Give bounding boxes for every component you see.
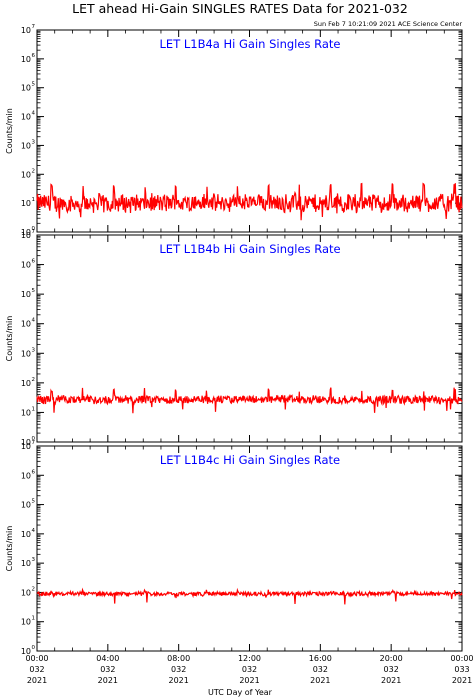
x-tick-time: 08:00 (167, 654, 190, 663)
x-tick-year: 2021 (239, 676, 259, 685)
x-tick-time: 12:00 (238, 654, 261, 663)
x-axis-labels: 00:00 032 2021 04:00 032 2021 08:00 032 2021 12:0… (25, 654, 473, 685)
y-tick-label: 10 (21, 647, 31, 656)
y-tick-label: 10 (21, 559, 31, 568)
y-tick-exponent: 6 (32, 259, 36, 265)
generation-timestamp: Sun Feb 7 10:21:09 2021 ACE Science Cent… (314, 20, 463, 28)
y-tick-label: 10 (21, 349, 31, 358)
panel-title: LET L1B4c Hi Gain Singles Rate (160, 453, 340, 467)
y-tick-exponent: 1 (32, 406, 36, 412)
y-tick-exponent: 3 (32, 347, 36, 353)
panel-title: LET L1B4a Hi Gain Singles Rate (160, 37, 341, 51)
y-tick-exponent: 2 (32, 168, 36, 174)
x-tick-year: 2021 (168, 676, 188, 685)
y-tick-label: 10 (21, 170, 31, 179)
x-tick-doy: 032 (100, 665, 115, 674)
y-tick-exponent: 7 (32, 24, 36, 30)
y-tick-label: 10 (21, 618, 31, 627)
y-tick-label: 10 (21, 588, 31, 597)
y-tick-exponent: 0 (32, 436, 36, 442)
y-tick-exponent: 3 (32, 557, 36, 563)
y-tick-exponent: 4 (32, 528, 36, 534)
x-tick-year: 2021 (27, 676, 47, 685)
y-tick-label: 10 (21, 199, 31, 208)
y-tick-exponent: 5 (32, 288, 36, 294)
y-tick-label: 10 (21, 290, 31, 299)
y-tick-label: 10 (21, 501, 31, 510)
y-tick-exponent: 2 (32, 377, 36, 383)
x-tick-doy: 032 (242, 665, 257, 674)
y-tick-label: 10 (21, 84, 31, 93)
y-tick-exponent: 7 (32, 440, 36, 446)
y-tick-label: 10 (21, 26, 31, 35)
y-tick-label: 10 (21, 113, 31, 122)
y-tick-label: 10 (21, 228, 31, 237)
x-tick-time: 00:00 (450, 654, 473, 663)
y-tick-label: 10 (21, 320, 31, 329)
x-tick-time: 16:00 (309, 654, 332, 663)
y-tick-exponent: 0 (32, 226, 36, 232)
panel-frame (36, 234, 463, 443)
x-tick-time: 04:00 (96, 654, 119, 663)
y-tick-label: 10 (21, 231, 31, 240)
y-tick-exponent: 2 (32, 586, 36, 592)
panel-frame (36, 445, 463, 652)
x-tick-year: 2021 (381, 676, 401, 685)
figure-title: LET ahead Hi-Gain SINGLES RATES Data for… (72, 1, 408, 16)
y-tick-label: 10 (21, 141, 31, 150)
y-axis-label: Counts/min (5, 316, 14, 362)
y-tick-label: 10 (21, 261, 31, 270)
y-tick-exponent: 3 (32, 139, 36, 145)
x-tick-year: 2021 (98, 676, 118, 685)
x-tick-year: 2021 (310, 676, 330, 685)
y-axis-label: Counts/min (5, 108, 14, 154)
y-tick-exponent: 4 (32, 111, 36, 117)
y-tick-label: 10 (21, 471, 31, 480)
x-tick-doy: 032 (171, 665, 186, 674)
y-tick-exponent: 1 (32, 197, 36, 203)
x-axis-label: UTC Day of Year (208, 688, 273, 697)
series-line (36, 182, 463, 221)
y-tick-exponent: 7 (32, 229, 36, 235)
series-line (36, 587, 463, 605)
series-line (36, 387, 463, 414)
y-tick-exponent: 6 (32, 53, 36, 59)
y-tick-label: 10 (21, 438, 31, 447)
x-tick-time: 20:00 (380, 654, 403, 663)
panel-title: LET L1B4b Hi Gain Singles Rate (159, 242, 340, 256)
y-tick-label: 10 (21, 530, 31, 539)
y-axis-label: Counts/min (5, 526, 14, 572)
x-tick-year: 2021 (452, 676, 472, 685)
x-tick-doy: 032 (384, 665, 399, 674)
y-tick-label: 10 (21, 379, 31, 388)
y-tick-label: 10 (21, 55, 31, 64)
y-tick-exponent: 4 (32, 318, 36, 324)
x-tick-doy: 032 (29, 665, 44, 674)
y-tick-exponent: 6 (32, 469, 36, 475)
y-tick-exponent: 0 (32, 645, 36, 651)
y-tick-exponent: 5 (32, 82, 36, 88)
x-tick-doy: 033 (454, 665, 469, 674)
y-tick-label: 10 (21, 442, 31, 451)
x-tick-time: 00:00 (25, 654, 48, 663)
y-tick-label: 10 (21, 408, 31, 417)
y-tick-exponent: 1 (32, 616, 36, 622)
x-tick-doy: 032 (313, 665, 328, 674)
y-tick-exponent: 5 (32, 499, 36, 505)
